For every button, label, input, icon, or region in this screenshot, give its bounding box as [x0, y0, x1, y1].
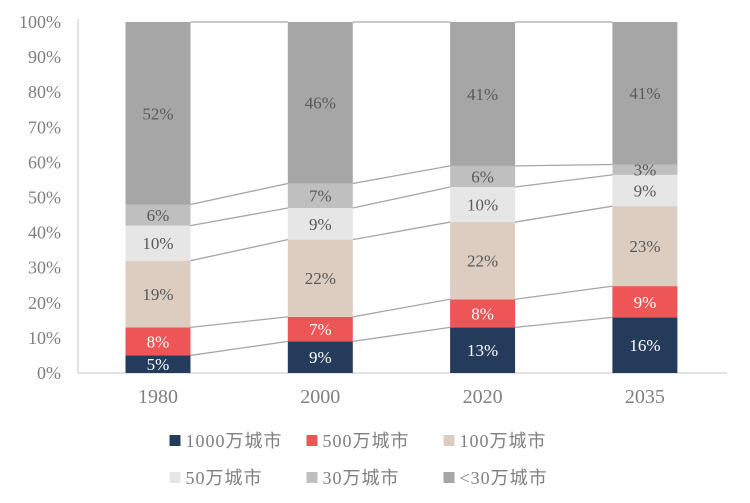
bar-segment: [125, 355, 191, 373]
bar-segment: [125, 225, 191, 261]
bar-segment-label: 5%: [147, 355, 170, 374]
bar-segment-label: 22%: [305, 269, 336, 288]
bar-segment-label: 3%: [634, 161, 657, 180]
y-tick-label: 30%: [28, 258, 61, 278]
series-connector-line: [190, 340, 288, 357]
bar-segment-label: 41%: [467, 85, 498, 104]
bar-segment: [450, 299, 516, 328]
series-connector-line: [515, 163, 613, 167]
bar-segment-label: 10%: [142, 234, 173, 253]
legend-label: 30万城市: [322, 468, 400, 488]
bar-segment-label: 9%: [309, 348, 332, 367]
legend-item: 50万城市: [169, 464, 307, 490]
bar-segment: [612, 317, 678, 373]
bar-segment: [287, 316, 353, 342]
y-tick-label: 50%: [28, 188, 61, 208]
bar-segment-label: 22%: [467, 252, 498, 271]
y-tick-label: 60%: [28, 152, 61, 172]
legend-swatch-icon: [169, 434, 181, 446]
bar-segment: [612, 174, 678, 207]
bar-segment: [450, 165, 516, 187]
legend-item: 100万城市: [443, 427, 581, 453]
bar-segment: [287, 208, 353, 240]
legend-label: 50万城市: [185, 468, 263, 488]
series-connector-line: [352, 186, 451, 209]
legend-label: <30万城市: [459, 468, 548, 488]
bar-segment: [450, 186, 516, 223]
y-tick-label: 10%: [28, 328, 61, 348]
legend-item: 500万城市: [306, 427, 444, 453]
bar-segment-label: 41%: [629, 84, 660, 103]
bar-segment: [125, 22, 191, 205]
bar-segment: [612, 164, 678, 175]
bar-segment-label: 6%: [147, 206, 170, 225]
x-category-label: 2035: [625, 386, 665, 408]
legend-swatch-icon: [443, 434, 455, 446]
bar-segment-label: 10%: [467, 196, 498, 215]
legend-item: 1000万城市: [169, 427, 307, 453]
x-category-label: 2020: [463, 386, 503, 408]
bar-segment: [125, 327, 191, 356]
legend-swatch-icon: [306, 471, 318, 483]
bar-segment-label: 6%: [471, 167, 494, 186]
y-tick-label: 20%: [28, 293, 61, 313]
bar-segment-label: 7%: [309, 320, 332, 339]
bar-segment-label: 8%: [471, 304, 494, 323]
series-connector-line: [190, 182, 288, 206]
bar-segment: [612, 206, 678, 287]
bar-segment: [450, 222, 516, 300]
bar-segment-label: 9%: [634, 293, 657, 312]
series-connector-line: [352, 298, 451, 318]
chart-plot-area: 0% 10% 20% 30% 40% 50% 60% 70% 80% 90% 100% 1980 200…: [19, 12, 727, 408]
bar-segment-label: 46%: [305, 94, 336, 113]
legend-label: 500万城市: [322, 431, 410, 451]
bar-segment: [287, 239, 353, 317]
legend-swatch-icon: [306, 434, 318, 446]
series-connector-line: [190, 207, 288, 227]
series-connector-line: [515, 174, 613, 188]
chart-legend: 1000万城市 500万城市 100万城市 50万城市 30万城市 <30万城市: [169, 427, 581, 490]
legend-swatch-icon: [169, 471, 181, 483]
x-category-label: 2000: [300, 386, 340, 408]
y-tick-label: 90%: [28, 47, 61, 67]
y-tick-label: 0%: [37, 363, 61, 383]
bar-segment: [125, 260, 191, 328]
bar-segment-label: 23%: [629, 237, 660, 256]
bar-segment: [612, 286, 678, 318]
series-connector-line: [190, 316, 288, 329]
legend-item: <30万城市: [443, 464, 581, 490]
bar-segment: [287, 22, 353, 184]
legend-swatch-icon: [443, 471, 455, 483]
bar-segment-label: 13%: [467, 341, 498, 360]
bar-segment-label: 9%: [634, 182, 657, 201]
y-tick-label: 80%: [28, 82, 61, 102]
bar-segment: [287, 183, 353, 209]
legend-item: 30万城市: [306, 464, 444, 490]
y-tick-label: 40%: [28, 223, 61, 243]
series-connector-line: [190, 238, 288, 262]
legend-label: 1000万城市: [185, 431, 283, 451]
legend-label: 100万城市: [459, 431, 547, 451]
bar-segment-label: 8%: [147, 332, 170, 351]
bar-segment: [450, 327, 516, 373]
bar-segment: [287, 341, 353, 373]
bar-segment-label: 9%: [309, 215, 332, 234]
series-connector-line: [352, 326, 451, 343]
x-category-label: 1980: [138, 386, 178, 408]
series-connector-line: [514, 205, 613, 223]
bar-segment-label: 16%: [629, 336, 660, 355]
bar-segment: [450, 22, 516, 166]
y-tick-label: 70%: [28, 117, 61, 137]
bar-segment: [125, 204, 191, 226]
bar-segment-label: 7%: [309, 187, 332, 206]
series-connector-line: [515, 285, 613, 300]
series-connector-line: [515, 316, 613, 329]
bar-segment-label: 52%: [142, 104, 173, 123]
bar-segment: [612, 22, 678, 165]
y-tick-label: 100%: [19, 12, 61, 32]
bar-segment-label: 19%: [142, 285, 173, 304]
series-connector-line: [352, 221, 451, 241]
series-connector-line: [352, 165, 451, 185]
